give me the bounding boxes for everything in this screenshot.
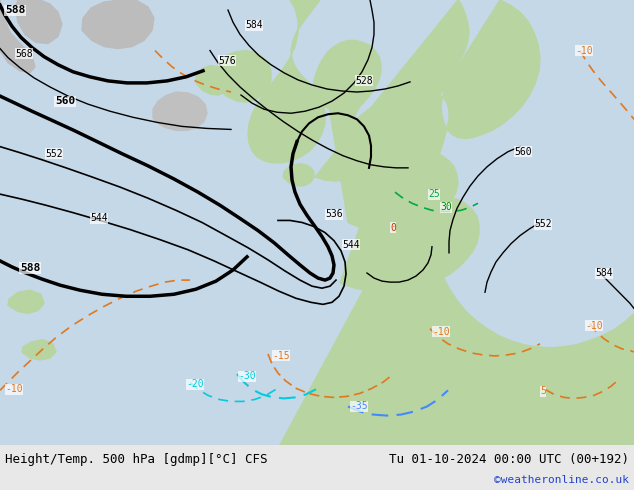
Text: 584: 584 (595, 268, 612, 278)
Polygon shape (22, 340, 56, 360)
Text: -10: -10 (432, 327, 450, 337)
Text: 576: 576 (218, 56, 236, 66)
Text: 584: 584 (245, 20, 262, 30)
Text: 560: 560 (55, 96, 75, 106)
Text: 536: 536 (325, 209, 342, 220)
Text: 560: 560 (514, 147, 532, 157)
Text: -10: -10 (5, 384, 23, 394)
Text: -10: -10 (575, 46, 593, 55)
Polygon shape (82, 0, 154, 49)
Text: Height/Temp. 500 hPa [gdmp][°C] CFS: Height/Temp. 500 hPa [gdmp][°C] CFS (5, 453, 268, 466)
Text: -30: -30 (238, 371, 256, 381)
Text: -35: -35 (350, 401, 368, 412)
Text: 552: 552 (45, 148, 63, 159)
Text: -10: -10 (585, 320, 603, 331)
Text: 25: 25 (428, 189, 440, 199)
Text: 544: 544 (342, 240, 359, 250)
Text: 568: 568 (15, 49, 32, 59)
Polygon shape (248, 0, 325, 163)
Text: -20: -20 (186, 379, 204, 389)
Text: 0: 0 (390, 222, 396, 233)
Text: 5: 5 (540, 386, 546, 396)
Text: -15: -15 (272, 351, 290, 361)
Text: Tu 01-10-2024 00:00 UTC (00+192): Tu 01-10-2024 00:00 UTC (00+192) (389, 453, 629, 466)
Polygon shape (15, 0, 62, 44)
Text: 588: 588 (20, 263, 40, 273)
Text: ©weatheronline.co.uk: ©weatheronline.co.uk (494, 475, 629, 485)
Polygon shape (0, 0, 35, 73)
Text: 588: 588 (5, 5, 25, 15)
Polygon shape (8, 290, 44, 314)
Polygon shape (280, 0, 634, 445)
Polygon shape (196, 66, 229, 95)
Polygon shape (213, 50, 271, 102)
Text: 552: 552 (534, 220, 552, 229)
Text: 528: 528 (355, 76, 373, 86)
Polygon shape (153, 92, 207, 130)
Text: 544: 544 (90, 214, 108, 223)
Polygon shape (283, 164, 314, 186)
Text: 30: 30 (440, 202, 452, 212)
